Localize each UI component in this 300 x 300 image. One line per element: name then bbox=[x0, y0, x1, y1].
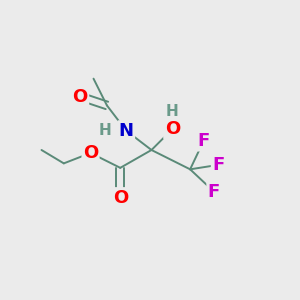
Text: O: O bbox=[73, 88, 88, 106]
Text: F: F bbox=[197, 132, 210, 150]
Text: H: H bbox=[99, 123, 112, 138]
Text: F: F bbox=[208, 183, 220, 201]
Text: O: O bbox=[113, 189, 128, 207]
Text: O: O bbox=[83, 144, 98, 162]
Text: H: H bbox=[166, 104, 179, 119]
Text: N: N bbox=[119, 122, 134, 140]
Text: F: F bbox=[212, 156, 224, 174]
Text: O: O bbox=[165, 120, 180, 138]
